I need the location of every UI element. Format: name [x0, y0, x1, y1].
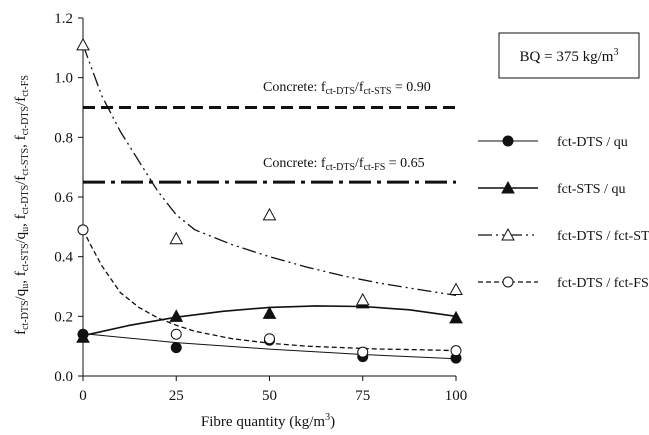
data-point-series-3: [262, 207, 277, 221]
legend-label: fct-DTS / fct-STS: [557, 229, 649, 244]
y-tick-label: 1.0: [54, 71, 73, 87]
reference-label-sts: Concrete: fct-DTS/fct-STS = 0.90: [263, 80, 431, 97]
x-tick-label: 75: [355, 388, 370, 404]
legend-label: fct-DTS / qu: [557, 135, 628, 150]
reference-label-fs: Concrete: fct-DTS/fct-FS = 0.65: [263, 156, 425, 173]
legend: fct-DTS / qu fct-STS / qu fct-DTS / fct-ST…: [478, 135, 649, 291]
legend-label: fct-DTS / fct-FS: [557, 276, 649, 291]
data-point-series-2: [262, 306, 277, 319]
trendline-4: [82, 229, 457, 352]
data-point-series-3: [169, 231, 184, 245]
y-tick-label: 1.2: [54, 11, 73, 27]
data-point-series-2: [169, 309, 184, 322]
plot-frame: [82, 18, 456, 377]
data-point-series-4: [170, 328, 182, 340]
x-axis-label: Fibre quantity (kg/m3): [201, 412, 335, 430]
legend-label: fct-STS / qu: [557, 182, 625, 197]
legend-marker: [502, 276, 514, 288]
data-point-series-4: [77, 224, 89, 236]
y-tick-label: 0.8: [54, 130, 73, 146]
y-axis-label: fct-DTS/qu, fct-STS/qu, fct-DTS/fct-STS,…: [13, 75, 31, 335]
x-tick-label: 0: [79, 388, 87, 404]
legend-marker: [502, 135, 514, 147]
data-point-series-3: [76, 37, 90, 51]
data-point-series-4: [450, 345, 462, 357]
data-point-series-2: [76, 330, 90, 343]
data-point-series-4: [357, 346, 369, 358]
data-point-series-2: [449, 310, 463, 324]
legend-marker: [501, 180, 515, 194]
y-tick-label: 0.4: [54, 250, 73, 266]
y-tick-label: 0.0: [54, 369, 73, 385]
axis-ticks: 0 25 50 75 100 0.0 0.2 0.4 0.6 0.8 1.0 1.2: [54, 11, 467, 404]
data-point-series-1: [170, 342, 182, 354]
data-markers: [76, 37, 463, 364]
data-point-series-4: [264, 333, 275, 345]
y-tick-label: 0.6: [54, 190, 73, 206]
x-tick-label: 25: [169, 388, 184, 404]
data-point-series-3: [355, 292, 370, 306]
data-point-series-3: [449, 282, 463, 295]
reference-lines: [83, 106, 456, 184]
y-tick-label: 0.2: [54, 309, 73, 325]
x-tick-label: 50: [262, 388, 277, 404]
trendline-3: [82, 44, 457, 297]
x-tick-label: 100: [445, 388, 468, 404]
trendline-1: [82, 333, 457, 360]
legend-marker: [501, 227, 515, 241]
info-box: [498, 32, 640, 79]
info-box-text: BQ = 375 kg/m3: [520, 47, 619, 65]
